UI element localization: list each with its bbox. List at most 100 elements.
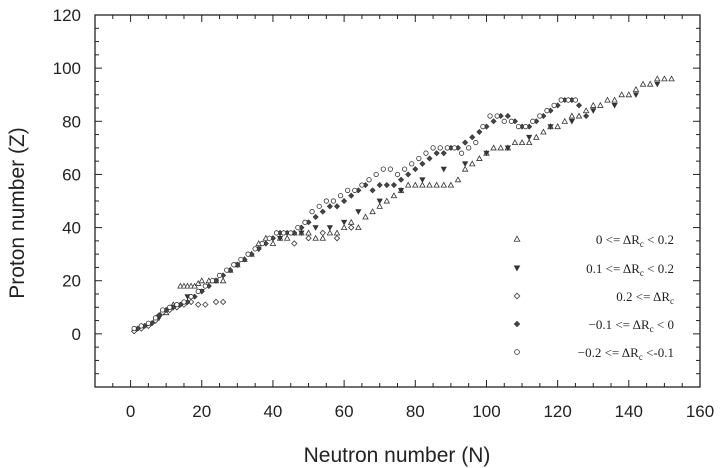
data-point-series-4 xyxy=(466,145,472,151)
data-point-series-2 xyxy=(348,224,355,231)
data-point-series-4 xyxy=(551,102,557,108)
data-point-series-1 xyxy=(376,198,383,205)
data-point-series-0 xyxy=(305,229,312,236)
data-point-series-0 xyxy=(426,181,433,188)
data-point-series-3 xyxy=(156,312,163,319)
data-point-series-4 xyxy=(252,246,258,252)
data-point-series-1 xyxy=(397,187,405,194)
data-point-series-0 xyxy=(447,181,455,188)
data-point-series-0 xyxy=(525,139,533,146)
data-point-series-4 xyxy=(565,97,571,103)
data-point-series-0 xyxy=(568,112,576,119)
data-point-series-4 xyxy=(209,278,216,284)
data-point-series-1 xyxy=(547,124,554,130)
x-tick-label: 60 xyxy=(335,402,354,421)
data-point-series-4 xyxy=(288,230,294,236)
data-point-series-0 xyxy=(639,80,647,87)
data-point-series-1 xyxy=(483,150,490,157)
data-point-series-4 xyxy=(138,323,144,329)
y-tick-label: 120 xyxy=(53,6,81,25)
data-point-series-1 xyxy=(568,118,575,125)
data-point-series-4 xyxy=(451,145,458,151)
data-point-series-3 xyxy=(426,155,433,162)
y-axis-title: Proton number (Z) xyxy=(6,127,29,299)
data-point-series-4 xyxy=(131,325,137,332)
y-tick-label: 100 xyxy=(53,59,81,78)
data-point-series-4 xyxy=(259,240,265,247)
data-point-series-4 xyxy=(373,171,379,178)
data-point-series-3 xyxy=(583,112,590,119)
data-point-series-2 xyxy=(305,235,312,242)
data-point-series-0 xyxy=(468,160,476,167)
data-point-series-4 xyxy=(273,230,280,236)
data-point-series-4 xyxy=(224,267,230,273)
data-point-series-4 xyxy=(330,198,337,204)
data-point-series-0 xyxy=(632,85,640,92)
data-point-series-3 xyxy=(469,134,476,141)
data-point-series-0 xyxy=(340,224,348,231)
data-point-series-0 xyxy=(461,165,469,172)
data-point-series-4 xyxy=(352,187,358,193)
data-point-series-3 xyxy=(440,150,447,157)
x-tick-label: 100 xyxy=(472,402,500,421)
legend-marker xyxy=(513,265,521,272)
data-point-series-4 xyxy=(145,320,151,326)
data-point-series-0 xyxy=(575,112,583,119)
data-point-series-1 xyxy=(419,177,426,183)
data-point-series-4 xyxy=(494,113,500,119)
data-point-series-3 xyxy=(433,150,440,157)
data-point-series-2 xyxy=(212,298,220,306)
data-point-series-4 xyxy=(238,256,244,263)
data-point-series-1 xyxy=(611,102,618,109)
data-point-series-0 xyxy=(625,91,633,98)
data-point-series-3 xyxy=(341,197,348,205)
data-point-series-4 xyxy=(181,299,187,305)
legend: 0 <= ΔRc < 0.2 0.1 <= ΔRc < 0.2 0.2 <= ΔRc… xyxy=(513,232,674,362)
data-point-series-1 xyxy=(355,209,362,215)
data-point-series-3 xyxy=(412,166,419,173)
data-point-series-2 xyxy=(291,240,298,247)
data-point-series-4 xyxy=(537,113,543,119)
data-point-series-0 xyxy=(661,75,668,82)
data-point-series-4 xyxy=(345,187,351,193)
data-point-series-3 xyxy=(504,112,511,119)
data-point-series-4 xyxy=(501,118,507,124)
data-point-series-4 xyxy=(380,166,386,172)
data-point-series-1 xyxy=(462,161,469,168)
legend-marker xyxy=(513,292,521,300)
data-point-series-0 xyxy=(355,224,362,231)
data-point-series-3 xyxy=(333,203,341,210)
data-point-series-1 xyxy=(341,219,348,226)
data-point-series-4 xyxy=(487,113,493,119)
data-point-series-4 xyxy=(202,283,208,289)
data-point-series-0 xyxy=(654,75,661,82)
data-point-series-3 xyxy=(476,128,483,135)
data-point-series-0 xyxy=(589,101,597,108)
x-tick-label: 40 xyxy=(263,402,282,421)
data-point-series-4 xyxy=(195,288,201,294)
data-point-series-3 xyxy=(319,208,326,215)
data-point-series-4 xyxy=(572,97,579,103)
data-point-series-4 xyxy=(174,302,180,308)
data-point-series-4 xyxy=(167,304,173,310)
x-axis-ticks: 0 20 40 60 80 100 120 140 160 xyxy=(94,15,714,421)
x-tick-label: 0 xyxy=(126,402,135,421)
data-point-series-4 xyxy=(337,193,344,199)
data-point-series-0 xyxy=(454,176,462,183)
data-point-series-4 xyxy=(402,166,408,172)
y-tick-label: 0 xyxy=(72,325,81,344)
legend-label: 0.1 <= ΔRc < 0.2 xyxy=(586,261,674,278)
data-point-series-2 xyxy=(319,229,326,237)
legend-marker xyxy=(513,320,521,328)
data-point-series-1 xyxy=(504,145,511,152)
data-point-series-4 xyxy=(444,145,450,151)
data-point-series-3 xyxy=(462,139,469,146)
data-point-series-1 xyxy=(298,230,305,237)
data-point-series-4 xyxy=(231,262,237,268)
data-point-series-0 xyxy=(440,181,448,188)
data-point-series-0 xyxy=(511,139,519,146)
data-point-series-4 xyxy=(544,108,550,114)
data-point-series-4 xyxy=(281,230,287,236)
data-point-series-3 xyxy=(369,187,376,194)
